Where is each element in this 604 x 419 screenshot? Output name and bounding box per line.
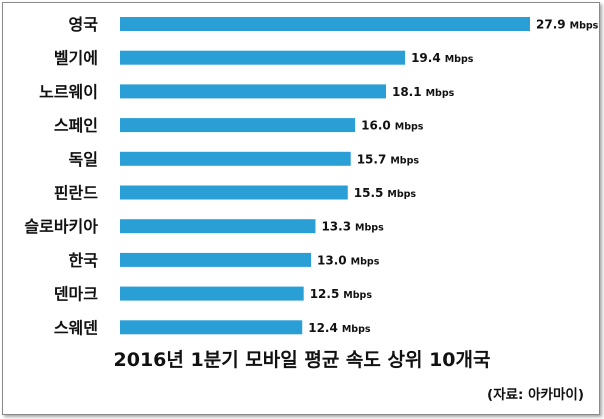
category-label: 벨기에: [54, 49, 98, 68]
value-label: 15.5 Mbps: [354, 186, 417, 200]
bar: [120, 50, 406, 65]
value-label: 12.5 Mbps: [310, 287, 373, 301]
bar: [120, 118, 356, 133]
value-label: 13.0 Mbps: [317, 253, 380, 267]
chart-frame: [2, 2, 600, 415]
category-label: 슬로바키아: [24, 217, 98, 236]
category-label: 덴마크: [54, 285, 98, 304]
category-label: 영국: [69, 15, 99, 34]
bar: [120, 151, 351, 166]
bar: [120, 320, 303, 335]
value-label: 19.4 Mbps: [411, 51, 474, 65]
chart-title: 2016년 1분기 모바일 평균 속도 상위 10개국: [113, 349, 491, 371]
category-label: 한국: [69, 251, 99, 270]
value-label: 15.7 Mbps: [357, 152, 420, 166]
category-label: 노르웨이: [39, 82, 98, 101]
value-label: 16.0 Mbps: [361, 119, 424, 133]
bar: [120, 252, 312, 267]
category-label: 스웨덴: [54, 318, 98, 337]
bar: [120, 84, 386, 99]
category-label: 스페인: [54, 116, 98, 135]
category-label: 핀란드: [54, 184, 98, 203]
bar: [120, 185, 348, 200]
value-label: 13.3 Mbps: [321, 220, 384, 234]
value-label: 18.1 Mbps: [392, 85, 455, 99]
source-note: (자료: 아카마이): [487, 387, 584, 403]
value-label: 27.9 Mbps: [536, 18, 599, 32]
bar: [120, 17, 530, 31]
bar: [120, 219, 316, 234]
bar: [120, 286, 304, 301]
category-label: 독일: [69, 150, 98, 169]
value-label: 12.4 Mbps: [308, 321, 371, 335]
